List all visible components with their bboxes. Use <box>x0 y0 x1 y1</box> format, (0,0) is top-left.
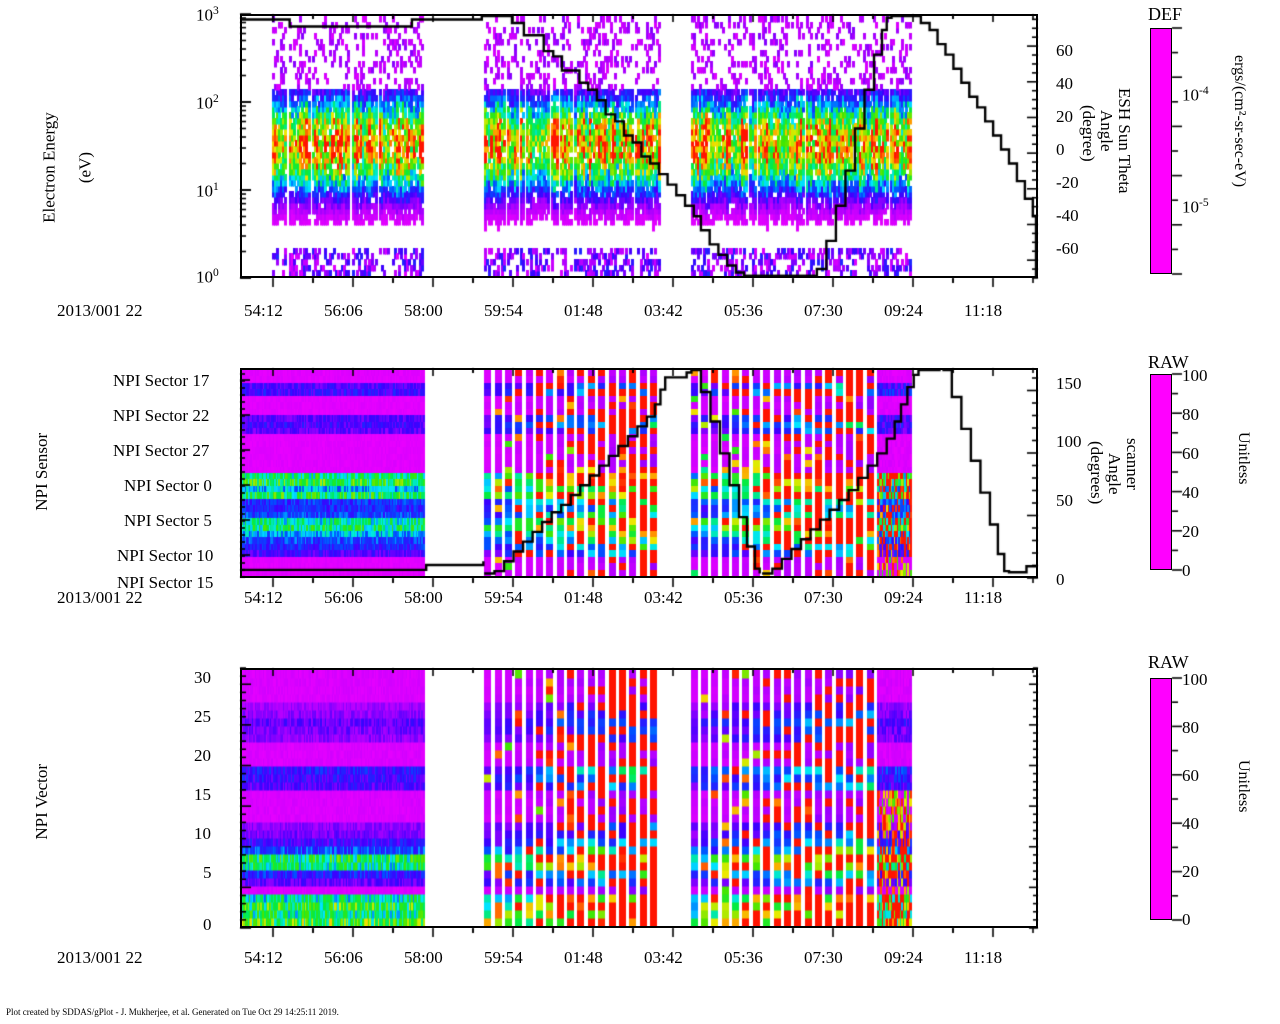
panel-npi-sensor[interactable] <box>240 368 1038 578</box>
time-axis-tick-3-5: 03:42 <box>644 948 683 967</box>
panel2-colorbar-label-2: 60 <box>1182 444 1199 463</box>
time-axis-tick-3-9: 11:18 <box>964 948 1003 967</box>
panel2-colorbar-label-1: 80 <box>1182 405 1199 424</box>
panel2-ytick-1: NPI Sector 22 <box>113 406 210 425</box>
time-axis-date-3: 2013/001 22 <box>57 948 143 967</box>
panel2-ytick-3: NPI Sector 0 <box>124 476 212 495</box>
time-axis-tick-2-2: 58:00 <box>404 588 443 607</box>
panel2-colorbar-unit: Unitless <box>1235 432 1252 485</box>
panel2-colorbar-label-0: 100 <box>1182 366 1208 385</box>
time-axis-tick-3-4: 01:48 <box>564 948 603 967</box>
panel2-right-axis-label-line3: (degrees) <box>1087 441 1106 505</box>
time-axis-tick-2-7: 07:30 <box>804 588 843 607</box>
panel1-right-tick-0: 60 <box>1056 41 1073 60</box>
panel2-colorbar-label-5: 0 <box>1182 561 1191 580</box>
time-axis-tick-3-0: 54:12 <box>244 948 283 967</box>
panel3-colorbar <box>1150 678 1172 920</box>
panel1-right-tick-2: 20 <box>1056 107 1073 126</box>
panel2-colorbar <box>1150 374 1172 570</box>
panel3-colorbar-label-5: 0 <box>1182 910 1191 929</box>
footer-credit: Plot created by SDDAS/gPlot - J. Mukherj… <box>6 1007 339 1017</box>
panel2-colorbar-label-3: 40 <box>1182 483 1199 502</box>
panel-npi-vector[interactable] <box>240 668 1038 928</box>
time-axis-tick-1-6: 05:36 <box>724 301 763 320</box>
time-axis-tick-1-2: 58:00 <box>404 301 443 320</box>
panel3-ytick-1: 25 <box>194 707 211 726</box>
panel2-right-axis-label-line2: Angle <box>1105 453 1124 495</box>
panel1-y-axis-label: Electron Energy (eV) <box>39 53 94 283</box>
panel1-y-axis-label-line2: (eV) <box>75 151 94 184</box>
panel2-y-axis-label: NPI Sensor <box>32 432 52 511</box>
time-axis-tick-2-1: 56:06 <box>324 588 363 607</box>
time-axis-tick-3-3: 59:54 <box>484 948 523 967</box>
panel1-right-tick-1: 40 <box>1056 74 1073 93</box>
time-axis-tick-3-8: 09:24 <box>884 948 923 967</box>
panel1-colorbar-label-0: 10-4 <box>1182 84 1209 105</box>
time-axis-tick-3-6: 05:36 <box>724 948 763 967</box>
time-axis-tick-2-0: 54:12 <box>244 588 283 607</box>
time-axis-tick-1-5: 03:42 <box>644 301 683 320</box>
time-axis-tick-2-3: 59:54 <box>484 588 523 607</box>
panel1-right-tick-5: -40 <box>1056 206 1079 225</box>
panel2-right-tick-2: 50 <box>1056 491 1073 510</box>
panel1-ytick-3: 100 <box>196 266 219 287</box>
time-axis-tick-2-8: 09:24 <box>884 588 923 607</box>
panel3-ytick-3: 15 <box>194 785 211 804</box>
panel3-ytick-5: 5 <box>203 863 212 882</box>
time-axis-tick-2-5: 03:42 <box>644 588 683 607</box>
panel3-ytick-6: 0 <box>203 915 212 934</box>
panel3-ytick-0: 30 <box>194 668 211 687</box>
panel1-right-tick-6: -60 <box>1056 239 1079 258</box>
panel3-y-axis-label: NPI Vector <box>32 763 52 840</box>
panel1-y-axis-label-line1: Electron Energy <box>39 112 59 223</box>
panel3-ytick-2: 20 <box>194 746 211 765</box>
panel1-right-tick-4: -20 <box>1056 173 1079 192</box>
time-axis-tick-3-2: 58:00 <box>404 948 443 967</box>
panel1-right-axis-label-line3: (degree) <box>1079 105 1098 162</box>
panel2-ytick-4: NPI Sector 5 <box>124 511 212 530</box>
time-axis-tick-2-4: 01:48 <box>564 588 603 607</box>
panel3-colorbar-label-1: 80 <box>1182 718 1199 737</box>
panel1-ytick-2: 101 <box>196 180 219 201</box>
panel1-right-axis-label-line2: Angle <box>1097 110 1116 152</box>
time-axis-tick-1-4: 01:48 <box>564 301 603 320</box>
time-axis-tick-2-9: 11:18 <box>964 588 1003 607</box>
panel3-colorbar-label-3: 40 <box>1182 814 1199 833</box>
time-axis-tick-3-7: 07:30 <box>804 948 843 967</box>
panel3-colorbar-label-0: 100 <box>1182 670 1208 689</box>
panel1-colorbar-unit: ergs/(cm²-sr-sec-eV) <box>1231 55 1248 188</box>
panel3-colorbar-label-4: 20 <box>1182 862 1199 881</box>
time-axis-tick-1-7: 07:30 <box>804 301 843 320</box>
panel1-right-tick-3: 0 <box>1056 140 1065 159</box>
panel2-ytick-2: NPI Sector 27 <box>113 441 210 460</box>
panel2-right-tick-3: 0 <box>1056 570 1065 589</box>
time-axis-tick-1-9: 11:18 <box>964 301 1003 320</box>
panel-electron-energy[interactable] <box>240 14 1038 278</box>
time-axis-tick-1-8: 09:24 <box>884 301 923 320</box>
panel3-colorbar-label-2: 60 <box>1182 766 1199 785</box>
panel1-ytick-1: 102 <box>196 92 219 113</box>
panel3-colorbar-unit: Unitless <box>1235 760 1252 813</box>
time-axis-tick-1-0: 54:12 <box>244 301 283 320</box>
time-axis-date-1: 2013/001 22 <box>57 301 143 320</box>
panel2-ytick-5: NPI Sector 10 <box>117 546 214 565</box>
panel1-colorbar-label-1: 10-5 <box>1182 196 1209 217</box>
time-axis-tick-2-6: 05:36 <box>724 588 763 607</box>
panel1-right-axis-label-line1: ESH Sun Theta <box>1115 88 1134 194</box>
panel2-right-axis-label-line1: scanner <box>1123 438 1142 490</box>
panel2-right-tick-1: 100 <box>1056 432 1082 451</box>
panel2-ytick-0: NPI Sector 17 <box>113 371 210 390</box>
time-axis-tick-1-3: 59:54 <box>484 301 523 320</box>
time-axis-tick-3-1: 56:06 <box>324 948 363 967</box>
panel3-ytick-4: 10 <box>194 824 211 843</box>
panel1-colorbar-title: DEF <box>1148 4 1183 24</box>
panel2-colorbar-label-4: 20 <box>1182 522 1199 541</box>
panel1-colorbar <box>1150 28 1172 274</box>
panel2-right-tick-0: 150 <box>1056 374 1082 393</box>
time-axis-tick-1-1: 56:06 <box>324 301 363 320</box>
panel1-ytick-0: 103 <box>196 4 219 25</box>
time-axis-date-2: 2013/001 22 <box>57 588 143 607</box>
